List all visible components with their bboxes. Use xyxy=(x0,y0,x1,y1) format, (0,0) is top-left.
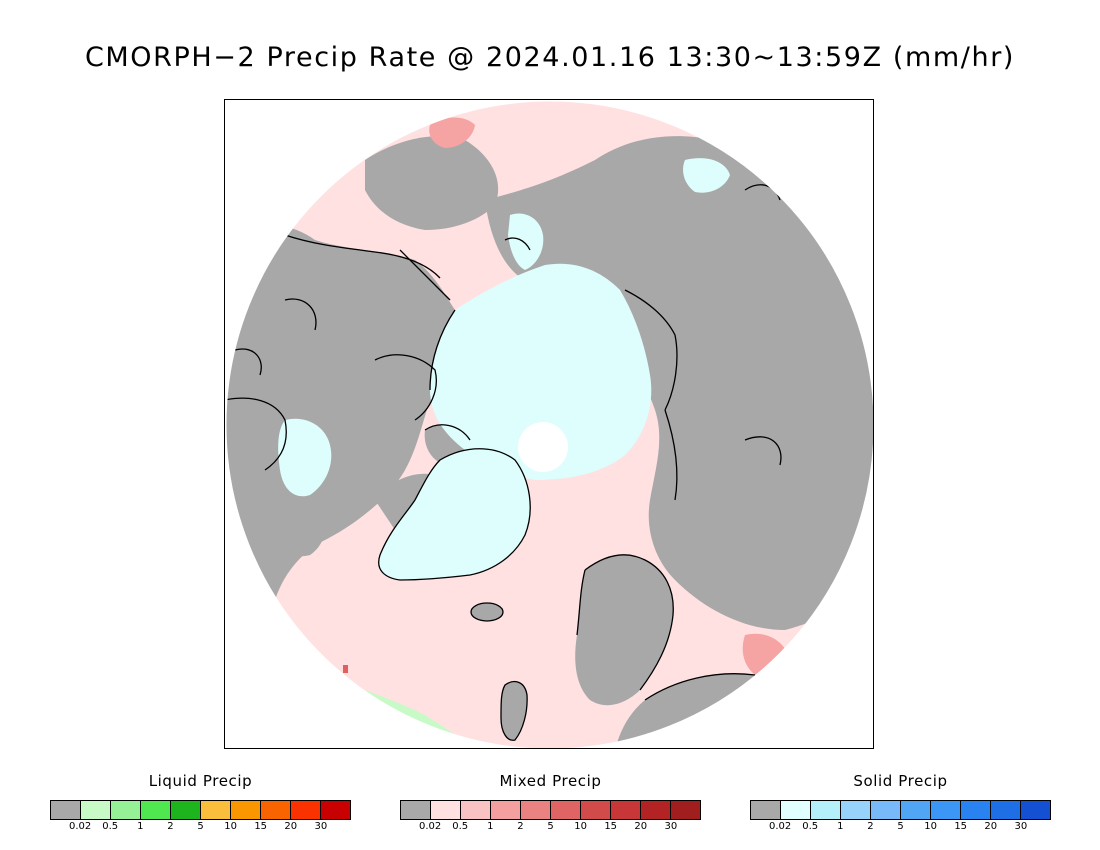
legend-swatch xyxy=(1021,801,1050,819)
legend-tick-label: 30 xyxy=(1014,821,1028,832)
legend-tick-label: 20 xyxy=(634,821,648,832)
legend-tick-label: 5 xyxy=(897,821,904,832)
color-scale-bar xyxy=(750,800,1051,820)
legend-swatch xyxy=(461,801,491,819)
legend-tick-label: 30 xyxy=(314,821,328,832)
legend-mixed-precip: Mixed Precip 0.02 0.5 1 2 5 10 15 20 30 xyxy=(400,772,701,835)
legend-tick-label: 0.5 xyxy=(102,821,119,832)
legend-swatch xyxy=(431,801,461,819)
legend-swatch xyxy=(581,801,611,819)
legend-tick-label: 0.5 xyxy=(802,821,819,832)
legend-title: Mixed Precip xyxy=(499,772,602,790)
legend-tick-label: 15 xyxy=(954,821,968,832)
legend-swatch xyxy=(551,801,581,819)
legend-swatch xyxy=(201,801,231,819)
solid-precip-area xyxy=(278,158,730,580)
map-canvas xyxy=(225,100,873,748)
legend-tick-label: 10 xyxy=(924,821,937,832)
legend-tick-label: 0.02 xyxy=(768,821,792,832)
legend-swatch xyxy=(521,801,551,819)
legend-tick-label: 0.5 xyxy=(452,821,469,832)
legend-swatch xyxy=(841,801,871,819)
legend-swatch xyxy=(811,801,841,819)
legend-swatch xyxy=(171,801,201,819)
legend-title: Liquid Precip xyxy=(148,772,253,790)
legend-swatch xyxy=(671,801,700,819)
legend-tick-label: 15 xyxy=(254,821,268,832)
legend-tick-label: 15 xyxy=(604,821,618,832)
legend-swatch xyxy=(81,801,111,819)
legend-solid-precip: Solid Precip 0.02 0.5 1 2 5 10 15 20 30 xyxy=(750,772,1051,835)
pole-no-data xyxy=(518,422,568,472)
legend-tick-label: 2 xyxy=(167,821,174,832)
legend-swatch xyxy=(991,801,1021,819)
legend-swatch xyxy=(781,801,811,819)
legend-swatch xyxy=(261,801,291,819)
legend-tick-label: 5 xyxy=(197,821,204,832)
coastlines xyxy=(226,184,782,741)
legend-swatch xyxy=(401,801,431,819)
legend-swatch xyxy=(141,801,171,819)
polar-precip-map xyxy=(224,99,874,749)
legend-tick-label: 2 xyxy=(517,821,524,832)
legend-swatch xyxy=(961,801,991,819)
legend-tick-label: 10 xyxy=(574,821,587,832)
legend-tick-label: 30 xyxy=(664,821,678,832)
tick-labels: 0.02 0.5 1 2 5 10 15 20 30 xyxy=(50,821,351,835)
legend-swatch xyxy=(291,801,321,819)
legend-tick-label: 20 xyxy=(284,821,298,832)
legend-swatch xyxy=(871,801,901,819)
legend-swatch xyxy=(51,801,81,819)
tick-labels: 0.02 0.5 1 2 5 10 15 20 30 xyxy=(750,821,1051,835)
legend-swatch xyxy=(491,801,521,819)
tick-labels: 0.02 0.5 1 2 5 10 15 20 30 xyxy=(400,821,701,835)
legend-swatch xyxy=(901,801,931,819)
legend-liquid-precip: Liquid Precip 0.02 0.5 1 2 5 10 15 20 30 xyxy=(50,772,351,835)
color-scale-bar xyxy=(50,800,351,820)
legend-swatch xyxy=(111,801,141,819)
legend-tick-label: 0.02 xyxy=(68,821,92,832)
legend-tick-label: 2 xyxy=(867,821,874,832)
legend-title: Solid Precip xyxy=(853,772,948,790)
no-precip-land xyxy=(226,136,873,748)
legend-swatch xyxy=(231,801,261,819)
legend-tick-label: 10 xyxy=(224,821,237,832)
map-disc-edge xyxy=(225,100,873,748)
legend-swatch xyxy=(321,801,350,819)
legend-tick-label: 5 xyxy=(547,821,554,832)
legend-swatch xyxy=(931,801,961,819)
legend-swatch xyxy=(751,801,781,819)
legend-swatch xyxy=(611,801,641,819)
legend-swatch xyxy=(641,801,671,819)
legend-tick-label: 20 xyxy=(984,821,998,832)
color-scale-bar xyxy=(400,800,701,820)
legend-tick-label: 0.02 xyxy=(418,821,442,832)
legend-tick-label: 1 xyxy=(137,821,144,832)
legend-tick-label: 1 xyxy=(837,821,844,832)
map-title: CMORPH−2 Precip Rate @ 2024.01.16 13:30~… xyxy=(84,42,1016,73)
legend-tick-label: 1 xyxy=(487,821,494,832)
